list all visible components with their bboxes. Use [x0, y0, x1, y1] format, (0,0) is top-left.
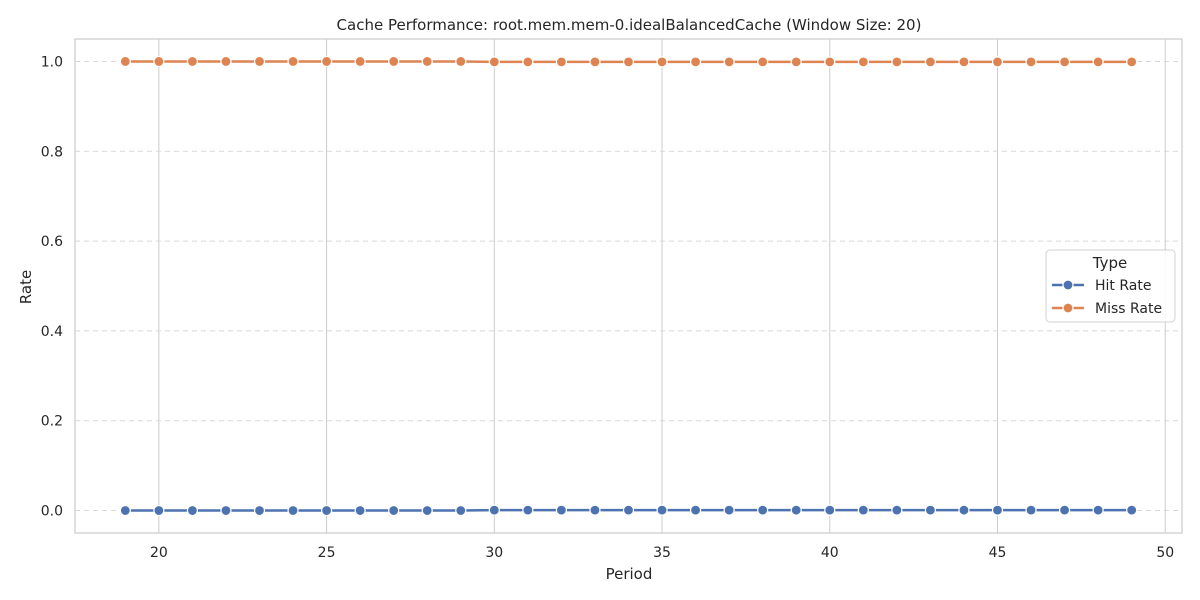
x-axis-ticks: 20 25 30 35 40 45 50	[150, 545, 1174, 561]
series-group	[119, 55, 1138, 517]
y-tick-label: 1.0	[41, 54, 63, 70]
x-tick-label: 30	[485, 545, 503, 561]
x-tick-label: 50	[1156, 545, 1174, 561]
x-tick-label: 20	[150, 545, 168, 561]
y-tick-label: 0.2	[41, 414, 63, 430]
legend-label: Hit Rate	[1095, 278, 1151, 294]
plot-area-frame	[74, 38, 1183, 534]
data-point	[656, 504, 668, 516]
data-point	[388, 55, 400, 68]
data-point	[153, 504, 165, 517]
data-point	[757, 56, 769, 68]
data-point	[1058, 56, 1071, 68]
data-point	[689, 56, 702, 68]
data-point	[656, 56, 668, 68]
data-point	[589, 504, 601, 516]
x-tick-label: 25	[318, 545, 336, 561]
legend-entry: Miss Rate	[1052, 301, 1162, 317]
data-point	[790, 56, 802, 68]
data-point	[455, 504, 467, 517]
series-miss-rate	[119, 55, 1138, 68]
data-point	[857, 504, 869, 516]
chart-title: Cache Performance: root.mem.mem-0.idealB…	[337, 16, 922, 34]
legend-entries: Hit Rate Miss Rate	[1052, 278, 1162, 317]
data-point	[119, 55, 131, 68]
data-point	[320, 55, 333, 68]
data-point	[790, 504, 802, 516]
legend-marker	[1062, 279, 1074, 291]
y-tick-label: 0.6	[41, 234, 63, 250]
data-point	[824, 56, 836, 68]
data-point	[522, 504, 534, 516]
data-point	[253, 55, 266, 68]
x-tick-label: 35	[653, 545, 671, 561]
data-point	[1025, 56, 1037, 68]
data-point	[287, 55, 299, 68]
data-point	[1025, 504, 1037, 516]
data-point	[958, 504, 970, 516]
data-point	[488, 56, 500, 68]
data-point	[421, 504, 433, 517]
y-tick-label: 0.0	[41, 504, 63, 520]
data-point	[589, 56, 601, 68]
data-point	[186, 55, 199, 68]
legend-title: Type	[1092, 254, 1127, 272]
x-tick-label: 40	[821, 545, 839, 561]
data-point	[824, 504, 836, 516]
data-point	[723, 56, 735, 68]
y-tick-label: 0.8	[41, 144, 63, 160]
data-point	[287, 504, 299, 517]
data-point	[455, 55, 467, 68]
legend-marker	[1062, 302, 1074, 314]
data-point	[622, 504, 635, 516]
data-point	[555, 504, 568, 516]
data-point	[1126, 56, 1138, 68]
data-point	[186, 504, 199, 517]
data-point	[1058, 504, 1071, 516]
data-point	[320, 504, 333, 517]
data-point	[891, 56, 903, 68]
data-point	[857, 56, 869, 68]
data-point	[253, 504, 266, 517]
data-point	[220, 504, 232, 517]
y-axis-ticks: 0.0 0.2 0.4 0.6 0.8 1.0	[41, 54, 63, 519]
data-point	[153, 55, 165, 68]
data-point	[958, 56, 970, 68]
data-point	[1126, 504, 1138, 516]
legend-label: Miss Rate	[1095, 301, 1162, 317]
data-point	[689, 504, 702, 516]
data-point	[924, 56, 937, 68]
data-point	[991, 56, 1004, 68]
data-point	[757, 504, 769, 516]
data-point	[622, 56, 635, 68]
data-point	[220, 55, 232, 68]
y-tick-label: 0.4	[41, 324, 63, 340]
data-point	[354, 504, 366, 517]
data-point	[1092, 504, 1104, 516]
x-tick-label: 45	[989, 545, 1007, 561]
data-point	[991, 504, 1004, 516]
data-point	[924, 504, 937, 516]
y-axis-label: Rate	[17, 270, 35, 304]
series-hit-rate	[119, 504, 1138, 517]
data-point	[555, 56, 568, 68]
grid	[75, 39, 1182, 533]
legend: Type Hit Rate Miss Rate	[1045, 249, 1176, 323]
legend-box	[1045, 249, 1176, 323]
data-point	[522, 56, 534, 68]
legend-entry: Hit Rate	[1052, 278, 1151, 294]
data-point	[1092, 56, 1104, 68]
data-point	[119, 504, 131, 517]
data-point	[354, 55, 366, 68]
data-point	[421, 55, 433, 68]
data-point	[891, 504, 903, 516]
data-point	[388, 504, 400, 517]
data-point	[723, 504, 735, 516]
x-axis-label: Period	[606, 565, 653, 583]
data-point	[488, 504, 500, 516]
